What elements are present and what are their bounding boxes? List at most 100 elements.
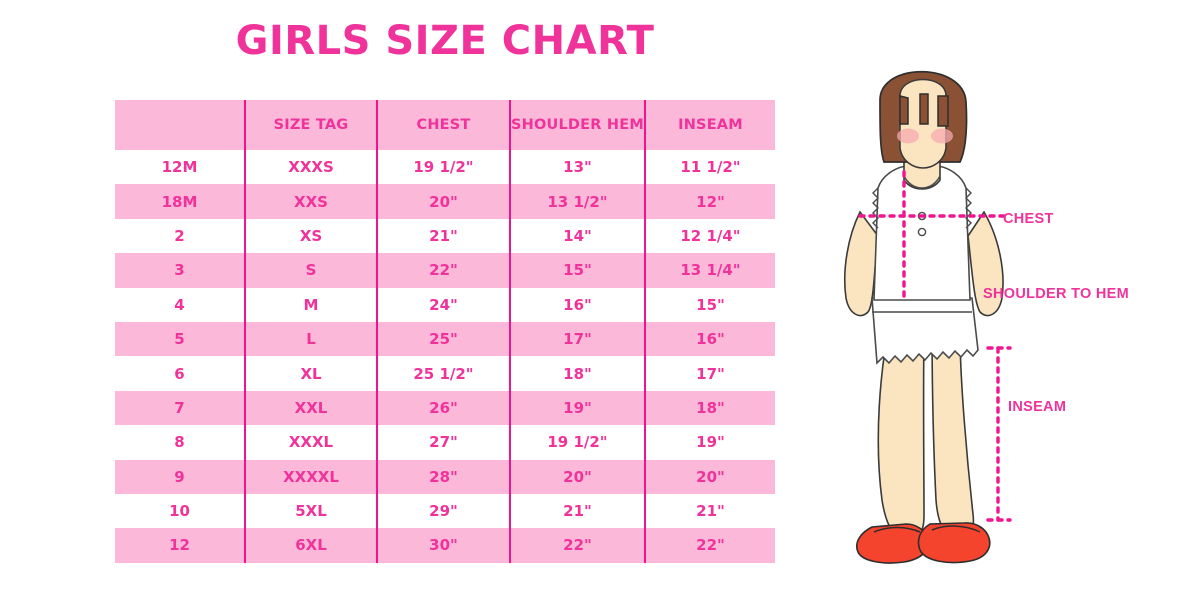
hair-fringe-left (899, 95, 909, 125)
table-row: 8 XXXL 27" 19 1/2" 19" (115, 425, 775, 460)
annotation-label-inseam: INSEAM (1008, 399, 1067, 415)
cell-chest: 25 1/2" (376, 356, 510, 391)
column-header-size (115, 100, 245, 150)
cell-shoulder-hem: 13 1/2" (509, 184, 645, 219)
cell-inseam: 16" (644, 321, 775, 357)
right-shoe (917, 522, 991, 564)
cell-size-tag: S (244, 253, 377, 288)
cell-size-tag: XXXL (244, 425, 377, 460)
right-arm (967, 210, 1004, 317)
cell-size-tag: XXXS (244, 150, 377, 185)
left-shoe-strap (873, 526, 921, 533)
cell-shoulder-hem: 13" (509, 150, 645, 185)
cell-size: 9 (174, 467, 185, 486)
cell-chest: 28" (376, 459, 510, 494)
table-row: 7 XXL 26" 19" 18" (115, 390, 775, 426)
table-row: 18M XXS 20" 13 1/2" 12" (115, 184, 775, 219)
cell-size: 3 (174, 261, 185, 280)
table-row: 5 L 25" 17" 16" (115, 321, 775, 357)
girl-figure-illustration (843, 71, 1012, 564)
cell-inseam: 17" (644, 356, 775, 391)
column-header-inseam: INSEAM (644, 100, 775, 150)
cell-inseam: 22" (644, 528, 775, 563)
cell-size: 10 (169, 502, 190, 521)
table-row: 4 M 24" 16" 15" (115, 287, 775, 322)
cell-chest: 21" (376, 218, 510, 254)
cell-size: 7 (174, 398, 185, 417)
table-row: 10 5XL 29" 21" 21" (115, 493, 775, 529)
left-sleeve-ruffle (872, 187, 879, 229)
cell-size-tag: XXL (244, 390, 377, 426)
annotation-label-shoulder-to-hem: SHOULDER TO HEM (983, 286, 1130, 302)
cell-inseam: 11 1/2" (644, 150, 775, 185)
column-header-size-tag: SIZE TAG (244, 100, 377, 150)
left-cheek-blush (897, 128, 919, 144)
table-header-row: SIZE TAG CHEST SHOULDER HEM INSEAM (115, 100, 775, 150)
cell-shoulder-hem: 22" (509, 528, 645, 563)
cell-size-tag: L (244, 321, 377, 357)
skirt (871, 297, 979, 365)
cell-size-tag: 5XL (244, 493, 377, 529)
cell-shoulder-hem: 20" (509, 459, 645, 494)
cell-inseam: 18" (644, 390, 775, 426)
cell-size-tag: M (244, 287, 377, 322)
cell-size: 12 (169, 536, 190, 555)
cell-size: 18M (161, 192, 198, 211)
hair-fringe-side (937, 95, 949, 127)
cell-chest: 19 1/2" (376, 150, 510, 185)
cell-shoulder-hem: 19 1/2" (509, 425, 645, 460)
cell-inseam: 12 1/4" (644, 218, 775, 254)
cell-chest: 29" (376, 493, 510, 529)
annotation-label-chest: CHEST (1003, 211, 1054, 227)
cell-shoulder-hem: 17" (509, 321, 645, 357)
cell-size: 6 (174, 364, 185, 383)
cell-inseam: 15" (644, 287, 775, 322)
cell-size-tag: XS (244, 218, 377, 254)
table-row: 12M XXXS 19 1/2" 13" 11 1/2" (115, 150, 775, 185)
right-cheek-blush (931, 128, 953, 144)
cell-size: 12M (161, 158, 198, 177)
neckline (903, 175, 941, 189)
right-sleeve-ruffle (965, 187, 972, 229)
cell-inseam: 20" (644, 459, 775, 494)
cell-shoulder-hem: 14" (509, 218, 645, 254)
cell-inseam: 19" (644, 425, 775, 460)
table-row: 3 S 22" 15" 13 1/4" (115, 253, 775, 288)
column-header-shoulder-hem: SHOULDER HEM (509, 100, 645, 150)
cell-shoulder-hem: 16" (509, 287, 645, 322)
cell-chest: 20" (376, 184, 510, 219)
cell-chest: 22" (376, 253, 510, 288)
table-row: 12 6XL 30" 22" 22" (115, 528, 775, 563)
table-row: 2 XS 21" 14" 12 1/4" (115, 218, 775, 254)
cell-chest: 27" (376, 425, 510, 460)
table-row: 9 XXXXL 28" 20" 20" (115, 459, 775, 494)
cell-shoulder-hem: 15" (509, 253, 645, 288)
cell-inseam: 21" (644, 493, 775, 529)
cell-size-tag: XXS (244, 184, 377, 219)
left-shoe (856, 523, 930, 564)
cell-shoulder-hem: 21" (509, 493, 645, 529)
cell-inseam: 12" (644, 184, 775, 219)
table-body: 12M XXXS 19 1/2" 13" 11 1/2" 18M XXS 20" 13 1/2"… (115, 150, 775, 563)
cell-chest: 26" (376, 390, 510, 426)
table-row: 6 XL 25 1/2" 18" 17" (115, 356, 775, 391)
cell-size-tag: 6XL (244, 528, 377, 563)
cell-shoulder-hem: 19" (509, 390, 645, 426)
cell-inseam: 13 1/4" (644, 253, 775, 288)
button-bottom (917, 227, 927, 237)
cell-shoulder-hem: 18" (509, 356, 645, 391)
cell-chest: 25" (376, 321, 510, 357)
column-header-chest: CHEST (376, 100, 510, 150)
cell-size-tag: XL (244, 356, 377, 391)
cell-chest: 24" (376, 287, 510, 322)
hair-fringe-right (919, 93, 929, 125)
cell-size: 5 (174, 330, 185, 349)
cell-size-tag: XXXXL (244, 459, 377, 494)
right-shoe-strap (931, 525, 981, 533)
page-title: GIRLS SIZE CHART (235, 18, 655, 64)
cell-chest: 30" (376, 528, 510, 563)
cell-size: 4 (174, 295, 185, 314)
cell-size: 8 (174, 433, 185, 452)
cell-size: 2 (174, 226, 185, 245)
size-chart-table: SIZE TAG CHEST SHOULDER HEM INSEAM 12M XX… (115, 100, 775, 563)
